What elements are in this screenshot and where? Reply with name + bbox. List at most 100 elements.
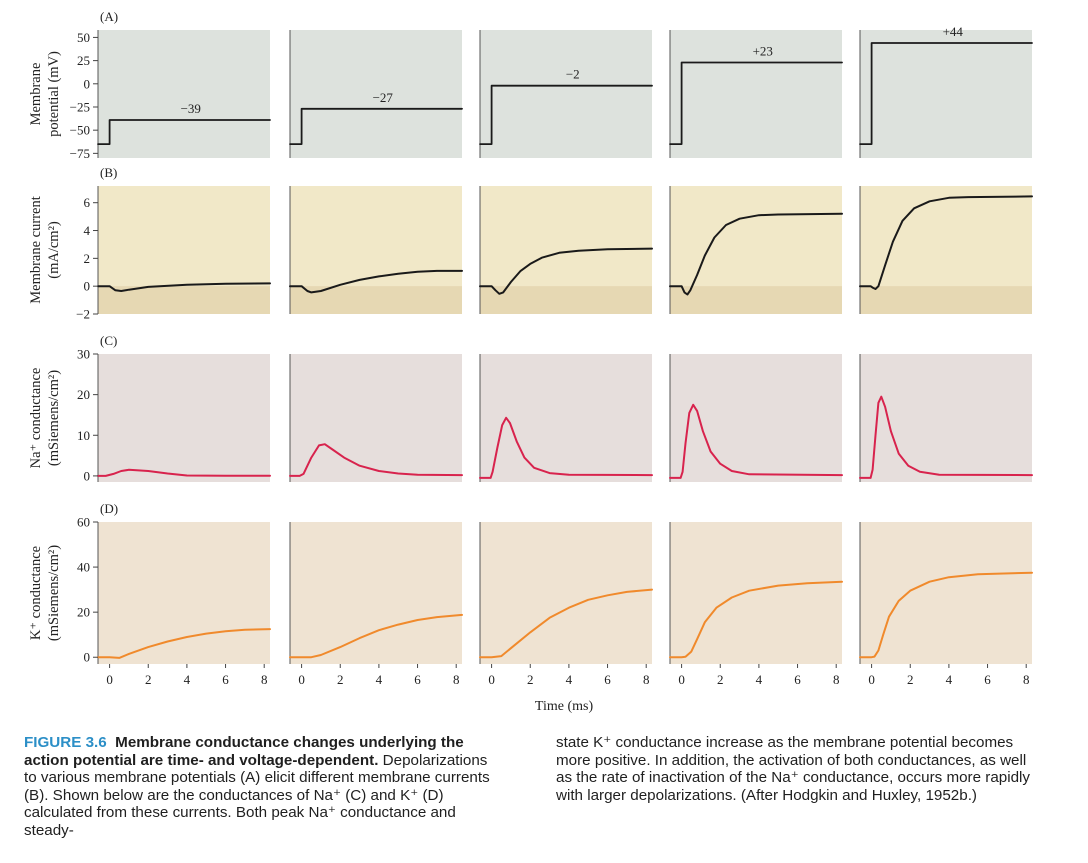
y-tick-label: 50 [77, 30, 90, 45]
panel-background [670, 522, 842, 664]
x-tick-label: 6 [222, 672, 229, 687]
x-tick-label: 2 [337, 672, 344, 687]
x-tick-label: 8 [833, 672, 840, 687]
figure-canvas: (A) Membrane potential (mV) 50 25 0 −25 −50 −75 −… [28, 9, 1033, 714]
x-tick-label: 0 [488, 672, 495, 687]
y-tick-label: 10 [77, 428, 90, 443]
series-line [479, 588, 653, 659]
y-tick-label: 4 [84, 223, 91, 238]
panel-background [860, 522, 1032, 664]
x-tick-label: 2 [527, 672, 534, 687]
y-tick-label: −75 [70, 146, 90, 161]
x-tick-label: 6 [414, 672, 421, 687]
step-potential-label: −39 [181, 101, 201, 116]
y-tick-label: 20 [77, 387, 90, 402]
panel-background [670, 354, 842, 482]
y-tick-label: 6 [84, 195, 91, 210]
x-tick-label: 0 [298, 672, 305, 687]
figure-caption: FIGURE 3.6 Membrane conductance changes … [24, 734, 1064, 858]
y-axis-label: Membrane [28, 63, 44, 126]
x-tick-label: 2 [717, 672, 724, 687]
panel-background [98, 30, 270, 158]
panel-background [480, 30, 652, 158]
series-line [669, 61, 843, 145]
caption-title: Membrane conductance changes underlying … [24, 734, 464, 769]
figure-number: FIGURE 3.6 [24, 734, 107, 751]
step-potential-label: +23 [753, 43, 773, 58]
panel-background [860, 30, 1032, 158]
step-potential-label: +44 [943, 24, 964, 39]
x-tick-label: 4 [376, 672, 383, 687]
series-line [97, 282, 271, 292]
y-tick-label: 25 [77, 53, 90, 68]
panel-negative-region [480, 286, 652, 314]
x-tick-label: 8 [643, 672, 650, 687]
x-tick-label: 4 [756, 672, 763, 687]
step-potential-label: −27 [373, 90, 394, 105]
x-tick-label: 0 [868, 672, 875, 687]
caption-left-column: FIGURE 3.6 Membrane conductance changes … [24, 734, 504, 840]
series-line [859, 395, 1033, 479]
y-tick-label: −25 [70, 99, 90, 114]
panel-background [98, 522, 270, 664]
y-axis-label: (mSiemens/cm²) [46, 545, 62, 641]
series-line [479, 84, 653, 145]
series-line [859, 571, 1033, 659]
y-axis-label: potential (mV) [46, 51, 62, 137]
panel-background [480, 354, 652, 482]
x-tick-label: 2 [907, 672, 914, 687]
series-line [479, 247, 653, 295]
y-axis-label: (mSiemens/cm²) [46, 370, 62, 466]
x-tick-label: 6 [794, 672, 801, 687]
panel-background [670, 30, 842, 158]
y-tick-label: 0 [84, 76, 91, 91]
panel-background [290, 522, 462, 664]
row-label: (A) [100, 9, 118, 24]
y-tick-label: 60 [77, 515, 90, 530]
x-tick-label: 2 [145, 672, 152, 687]
panel-background [98, 354, 270, 482]
step-potential-label: −2 [566, 67, 580, 82]
panel-background [290, 354, 462, 482]
panel-negative-region [860, 286, 1032, 314]
series-line [669, 580, 843, 659]
panel-negative-region [670, 286, 842, 314]
x-tick-label: 4 [184, 672, 191, 687]
series-line [289, 269, 463, 294]
row-label: (B) [100, 165, 117, 180]
caption-right-column: state K⁺ conductance increase as the mem… [556, 734, 1046, 804]
series-line [289, 613, 463, 659]
panel-background [290, 30, 462, 158]
y-axis-label: Membrane current [28, 196, 44, 304]
x-tick-label: 4 [566, 672, 573, 687]
y-tick-label: 40 [77, 560, 90, 575]
series-line [97, 119, 271, 145]
y-tick-label: 0 [84, 279, 91, 294]
caption-body-right: state K⁺ conductance increase as the mem… [556, 734, 1031, 804]
x-tick-label: 0 [678, 672, 685, 687]
x-tick-label: 6 [604, 672, 611, 687]
y-tick-label: −50 [70, 123, 90, 138]
y-tick-label: 30 [77, 347, 90, 362]
y-axis-label: Na⁺ conductance [28, 368, 44, 469]
x-tick-label: 0 [106, 672, 113, 687]
series-line [859, 195, 1033, 290]
caption-body-left: Depolarizations to various membrane pote… [24, 751, 490, 839]
row-label: (C) [100, 333, 117, 348]
series-line [97, 468, 271, 477]
x-tick-label: 8 [1023, 672, 1030, 687]
panel-negative-region [290, 286, 462, 314]
x-axis-label: Time (ms) [535, 699, 594, 714]
x-tick-label: 8 [261, 672, 268, 687]
y-tick-label: 0 [84, 650, 91, 665]
y-tick-label: 20 [77, 605, 90, 620]
y-tick-label: 0 [84, 468, 91, 483]
row-label: (D) [100, 501, 118, 516]
series-line [479, 416, 653, 479]
series-line [669, 212, 843, 296]
y-tick-label: −2 [76, 307, 90, 322]
x-tick-label: 4 [946, 672, 953, 687]
series-line [289, 107, 463, 145]
y-tick-label: 2 [84, 251, 91, 266]
series-line [289, 443, 463, 477]
